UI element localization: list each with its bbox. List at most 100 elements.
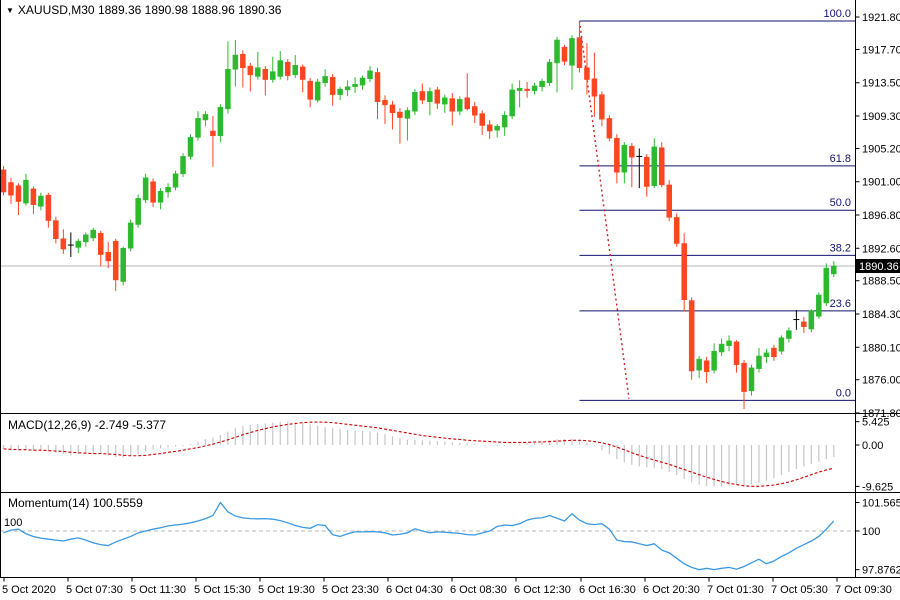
bearish-candle-body [771,347,777,358]
bullish-candle-body [314,81,321,101]
bullish-candle-body [217,107,224,137]
fib-level-label: 100.0 [823,8,851,20]
bearish-candle-body [479,113,485,126]
time-axis-label: 5 Oct 19:30 [258,584,315,596]
bearish-candle-body [703,360,710,373]
momentum-value: 100.5559 [92,496,143,510]
bearish-candle-body [374,72,381,102]
bullish-candle-body [442,97,448,105]
time-axis-label: 6 Oct 04:30 [386,584,443,596]
collapse-arrow-icon[interactable]: ▼ [6,6,14,15]
price-axis-label: 1876.00 [862,375,900,387]
price-axis [855,16,860,571]
momentum-name: Momentum(14) [8,496,90,510]
bearish-candle-body [397,111,403,118]
bullish-candle-body [23,179,29,204]
time-axis-label: 5 Oct 23:30 [322,584,379,596]
macd-axis-label: 0.00 [862,440,883,452]
bearish-candle-body [614,137,620,173]
bullish-candle-body [270,71,276,80]
bullish-candle-body [337,88,343,95]
price-axis-label: 1921.80 [862,12,900,24]
bullish-candle-body [516,88,523,91]
bullish-candle-body [748,367,755,392]
bullish-candle-body [546,61,553,83]
price-axis-label: 1888.50 [862,276,900,288]
price-axis-label: 1880.10 [862,342,900,354]
bullish-candle-body [202,114,209,121]
bearish-candle-body [561,46,568,62]
bullish-candle-body [292,65,298,76]
price-axis-label: 1901.00 [862,177,900,189]
bearish-candle-body [486,124,493,132]
bullish-candle-body [255,67,261,77]
macd-name: MACD(12,26,9) [8,418,92,432]
time-axis-label: 7 Oct 05:30 [771,584,828,596]
time-axis-label: 6 Oct 08:30 [450,584,507,596]
bullish-candle-body [180,156,186,175]
momentum-label: Momentum(14) 100.5559 [8,496,143,510]
bearish-candle-body [15,185,22,202]
bearish-candle-body [299,66,306,80]
bearish-candle-body [247,65,254,76]
price-axis-label: 1913.50 [862,78,900,90]
bullish-candle-body [554,39,560,64]
bearish-candle-body [449,98,456,112]
bullish-candle-body [427,91,433,102]
bearish-candle-body [45,194,52,221]
bullish-candle-body [412,91,418,112]
fib-level-label: 50.0 [830,197,851,209]
price-axis-label: 1896.80 [862,210,900,222]
time-axis-label: 5 Oct 2020 [2,584,56,596]
candles-series [0,20,837,410]
bearish-candle-body [382,99,388,106]
bearish-candle-body [240,53,246,68]
price-axis-label: 1909.30 [862,111,900,123]
fib-level-label: 61.8 [830,153,851,165]
panel-borders [0,0,900,578]
bullish-candle-body [509,89,515,117]
bullish-candle-body [344,86,351,91]
time-axis-label: 7 Oct 09:30 [835,584,892,596]
bullish-candle-body [711,350,717,371]
bullish-candle-body [232,54,239,70]
momentum-axis-label: 97.8762 [862,565,900,577]
bullish-candle-body [277,60,284,77]
bullish-candle-body [367,70,373,80]
momentum-level-label: 100 [4,517,23,529]
bullish-candle-body [157,190,164,203]
bullish-candle-body [756,355,762,369]
bearish-candle-body [741,362,747,392]
bullish-candle-body [404,110,411,119]
bearish-candle-body [389,104,396,114]
bullish-candle-body [539,80,545,87]
bearish-candle-body [464,97,471,110]
time-axis-label: 6 Oct 16:30 [579,584,636,596]
bullish-candle-body [531,85,538,91]
bearish-candle-body [329,76,336,95]
bearish-candle-body [666,184,672,218]
bearish-candle-body [591,78,598,97]
price-axis-label: 1892.60 [862,243,900,255]
bearish-candle-body [688,300,695,372]
bullish-candle-body [142,177,149,201]
bearish-candle-body [60,238,67,250]
time-axis-label: 5 Oct 11:30 [130,584,186,596]
bullish-candle-body [90,229,97,239]
macd-indicator [2,421,835,487]
bullish-candle-body [38,195,44,207]
price-axis-label: 1905.20 [862,143,900,155]
bullish-candle-body [763,352,770,358]
bullish-candle-body [494,126,500,131]
bullish-candle-body [831,265,837,275]
bearish-candle-body [673,217,680,244]
time-axis [3,577,838,582]
macd-axis-label: 5.425 [862,417,890,429]
bearish-candle-body [262,69,269,80]
bearish-candle-body [606,118,613,139]
bullish-candle-body [135,198,141,225]
bullish-candle-body [457,99,463,112]
